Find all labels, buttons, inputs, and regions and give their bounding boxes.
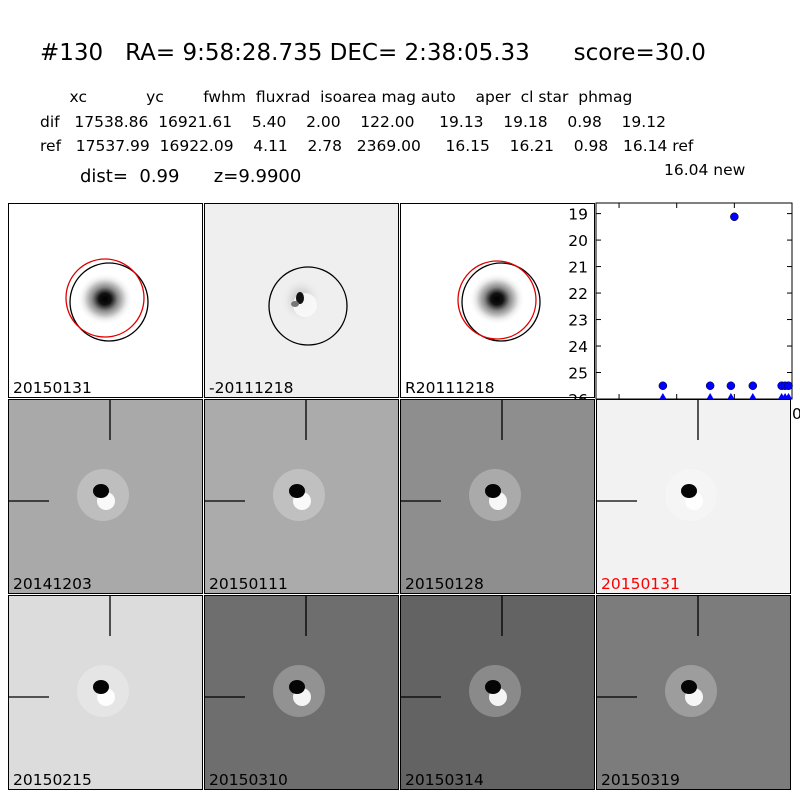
stamp-new: 20150131 (8, 203, 203, 398)
aperture-circle (268, 266, 348, 346)
stamp-epoch: 20150319 (596, 595, 791, 790)
stamp-epoch-image (401, 596, 594, 789)
plot-frame (595, 202, 793, 400)
stamp-epoch-image (205, 596, 398, 789)
ytick-label: 22 (568, 285, 588, 303)
upper-limit-marker (727, 393, 735, 399)
stamp-epoch: 20150131 (596, 399, 791, 594)
stamp-ref-image (401, 204, 594, 397)
ytick-label: 24 (568, 338, 588, 356)
ytick-label: 19 (568, 206, 588, 224)
stamp-label: 20150310 (209, 771, 288, 789)
ytick-label: 25 (568, 365, 588, 383)
data-point (705, 381, 715, 391)
upper-limit-marker (749, 393, 757, 399)
data-point (730, 212, 739, 222)
stamp-label: 20150314 (405, 771, 484, 789)
light-curve-chart: 1920212223242526-100-50050 (568, 202, 800, 423)
stamp-epoch-image (597, 400, 790, 593)
stamp-epoch: 20150128 (400, 399, 595, 594)
stamp-label: 20150131 (601, 575, 680, 593)
aperture-circle (69, 262, 149, 342)
stamp-label: 20150131 (13, 379, 92, 397)
aperture-circle-red (457, 260, 537, 340)
candidate-title: #130 RA= 9:58:28.735 DEC= 2:38:05.33 sco… (40, 40, 706, 66)
stamp-label: -20111218 (209, 379, 294, 397)
ytick-label: 23 (568, 312, 588, 330)
stamp-epoch-image (597, 596, 790, 789)
stamp-label: 20141203 (13, 575, 92, 593)
data-point (726, 381, 736, 391)
stamp-epoch-image (9, 596, 202, 789)
upper-limit-marker (659, 393, 667, 399)
upper-limit-marker (785, 393, 793, 399)
stamp-epoch: 20141203 (8, 399, 203, 594)
aperture-circle (461, 262, 541, 342)
stamp-epoch-image (9, 400, 202, 593)
upper-limit-marker (706, 393, 714, 399)
stamp-diff-image (205, 204, 398, 397)
aperture-circle-red (65, 258, 145, 338)
data-points (658, 212, 793, 399)
stamp-new-image (9, 204, 202, 397)
stamp-epoch: 20150215 (8, 595, 203, 790)
stamp-label: R20111218 (405, 379, 495, 397)
ytick-label: 21 (568, 259, 588, 277)
ytick-label: 20 (568, 232, 588, 250)
stamp-epoch: 20150111 (204, 399, 399, 594)
stamp-epoch-image (205, 400, 398, 593)
stamp-label: 20150319 (601, 771, 680, 789)
stamp-label: 20150215 (13, 771, 92, 789)
new-mag-label: 16.04 new (664, 161, 746, 179)
column-headers: xc yc fwhm fluxrad isoarea mag auto aper… (40, 88, 633, 106)
data-point (784, 381, 793, 391)
stamp-ref: R20111218 (400, 203, 595, 398)
stamp-label: 20150111 (209, 575, 288, 593)
stamp-epoch: 20150310 (204, 595, 399, 790)
ref-row: ref 17537.99 16922.09 4.11 2.78 2369.00 … (40, 137, 694, 155)
stamp-diff: -20111218 (204, 203, 399, 398)
stamp-label: 20150128 (405, 575, 484, 593)
stamp-epoch: 20150314 (400, 595, 595, 790)
dif-row: dif 17538.86 16921.61 5.40 2.00 122.00 1… (40, 113, 666, 131)
data-point (748, 381, 758, 391)
stamp-epoch-image (401, 400, 594, 593)
dist-z-line: dist= 0.99 z=9.9900 (80, 166, 302, 187)
data-point (658, 381, 668, 391)
